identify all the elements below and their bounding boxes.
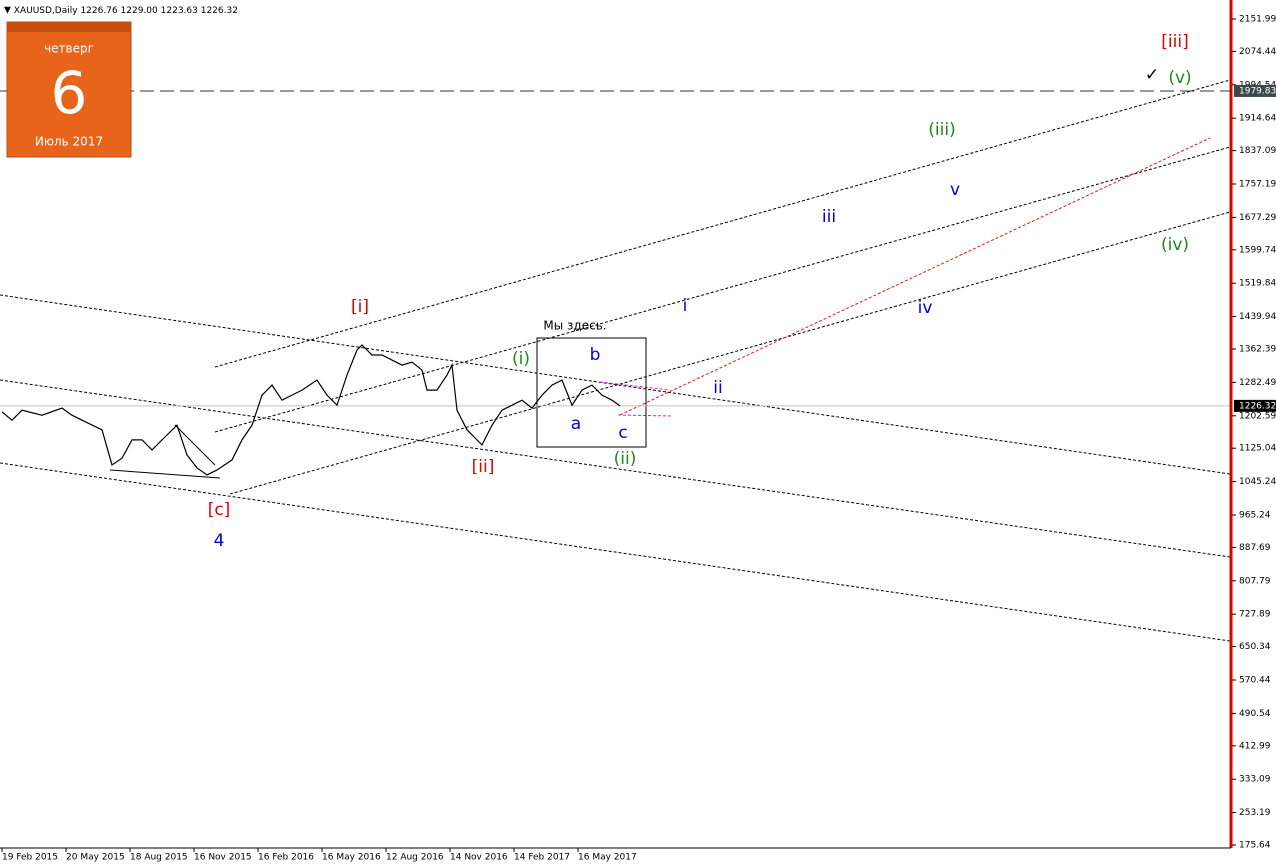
trend-line: [0, 462, 1231, 642]
wave-label: (v): [1168, 68, 1191, 88]
y-tick-label: 1914.64: [1239, 114, 1276, 124]
wave-label: (ii): [614, 449, 637, 469]
wave-label: iv: [918, 298, 933, 318]
y-tick-label: 965.24: [1239, 510, 1271, 520]
wave-label: [i]: [351, 297, 369, 317]
x-tick-label: 16 May 2016: [322, 853, 381, 863]
y-tick-label: 1045.24: [1239, 477, 1276, 487]
wave-label: iii: [822, 207, 836, 227]
wave-label: (iv): [1161, 235, 1189, 255]
trend-line: [109, 469, 221, 479]
y-tick-label: 650.34: [1239, 642, 1271, 652]
note: Мы здесь.: [543, 319, 606, 333]
highlight-box: [536, 337, 647, 448]
price-label: 1226.32: [1239, 401, 1276, 411]
y-tick-label: 1202.59: [1239, 411, 1276, 421]
ohlc: 1226.76: [80, 6, 117, 16]
x-tick-label: 16 May 2017: [578, 853, 637, 863]
wave-label: b: [590, 345, 601, 365]
x-tick-label: 20 May 2015: [66, 853, 125, 863]
x-tick-label: 16 Nov 2015: [194, 853, 252, 863]
y-tick-label: 412.99: [1239, 741, 1271, 751]
y-tick-label: 333.09: [1239, 775, 1271, 785]
trend-line: [0, 379, 1231, 558]
y-tick-label: 2151.99: [1239, 14, 1276, 24]
y-tick-label: 490.54: [1239, 709, 1271, 719]
y-tick-label: 1519.84: [1239, 279, 1276, 289]
ohlc: 1223.63: [161, 6, 198, 16]
projection-line: [617, 414, 673, 417]
wave-label: [ii]: [472, 457, 495, 477]
y-tick-label: 1837.09: [1239, 146, 1276, 156]
y-tick-label: 253.19: [1239, 808, 1271, 818]
wave-label: v: [950, 180, 960, 200]
wave-label: [iii]: [1161, 32, 1188, 52]
header: ▼ XAUUSD,Daily 1226.76 1229.00 1223.63 1…: [4, 6, 238, 16]
calendar: четверг 6 Июль 2017: [6, 21, 132, 158]
trend-line: [214, 146, 1231, 433]
calendar-body: [6, 21, 132, 158]
check-mark: ✓: [1145, 65, 1159, 85]
wave-label: (iii): [928, 120, 955, 140]
wave-label: i: [683, 296, 688, 316]
y-tick-label: 807.79: [1239, 576, 1271, 586]
projection-line: [599, 381, 671, 391]
wave-label: 4: [214, 531, 225, 551]
level-tag: [1234, 84, 1276, 97]
y-tick-label: 1362.39: [1239, 345, 1276, 355]
month: Июль 2017: [35, 135, 103, 149]
y-tick-label: 1439.94: [1239, 312, 1276, 322]
trend-line: [214, 79, 1231, 368]
price-line-series: [1, 344, 621, 476]
trend-line: [0, 294, 1231, 475]
wave-label: c: [618, 423, 627, 443]
y-tick-label: 1757.19: [1239, 180, 1276, 190]
y-tick-label: 887.69: [1239, 543, 1271, 553]
y-tick-label: 2074.44: [1239, 47, 1276, 57]
y-tick-label: 1282.49: [1239, 378, 1276, 388]
wave-label: [c]: [208, 500, 231, 520]
x-tick-label: 16 Feb 2016: [258, 853, 314, 863]
y-tick-label: 570.44: [1239, 675, 1271, 685]
x-tick-label: 14 Nov 2016: [450, 853, 508, 863]
symbol: XAUUSD,Daily: [14, 6, 78, 16]
x-tick-label: 14 Feb 2017: [514, 853, 570, 863]
weekday: четверг: [44, 42, 94, 56]
ohlc: 1226.32: [201, 6, 238, 16]
level-label: 1979.83: [1239, 86, 1276, 96]
trend-line: [229, 211, 1231, 495]
ohlc: 1229.00: [121, 6, 158, 16]
x-tick-label: 19 Feb 2015: [2, 853, 58, 863]
projection-line: [619, 137, 1211, 416]
wave-label: ii: [713, 378, 722, 398]
y-tick-label: 727.89: [1239, 610, 1271, 620]
y-tick-label: 175.64: [1239, 840, 1271, 850]
wave-label: (i): [512, 349, 530, 369]
wave-label: a: [571, 414, 581, 434]
x-tick-label: 18 Aug 2015: [130, 853, 188, 863]
y-tick-label: 1599.74: [1239, 245, 1276, 255]
y-tick-label: 1125.04: [1239, 444, 1276, 454]
day: 6: [51, 59, 88, 127]
trend-line: [174, 424, 216, 466]
y-tick-label: 1677.29: [1239, 213, 1276, 223]
plot-area: [0, 79, 1231, 642]
wave-labels: [iii] ✓ (v) (iii) v iii (iv) i iv [i] Мы…: [208, 32, 1192, 551]
calendar-top: [7, 22, 131, 32]
x-tick-label: 12 Aug 2016: [386, 853, 444, 863]
price-tag: [1234, 399, 1276, 412]
